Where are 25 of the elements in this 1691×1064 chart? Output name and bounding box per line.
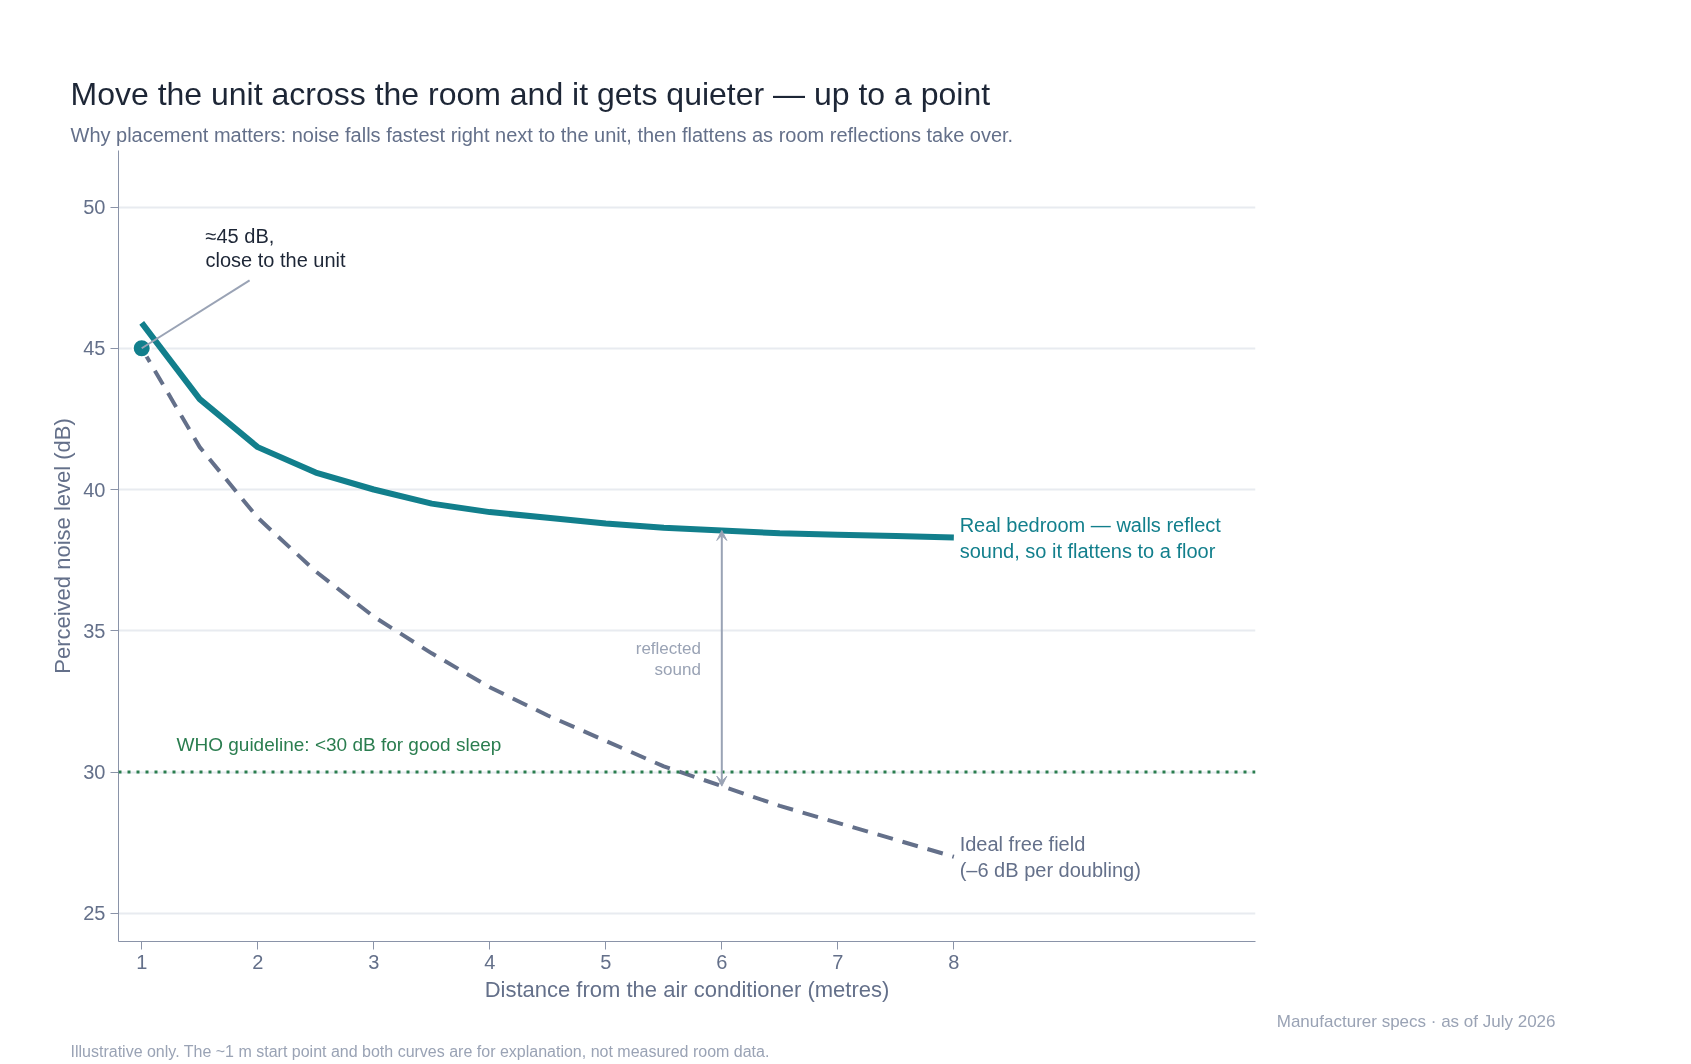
- x-tick-label: 5: [600, 950, 612, 973]
- x-tick-label: 2: [252, 950, 264, 973]
- x-axis-title: Distance from the air conditioner (metres): [484, 976, 890, 1002]
- x-tick-label: 8: [948, 950, 960, 973]
- chart-subtitle: Why placement matters: noise falls fastest right next to the unit, then flattens as room reflections take over.: [70, 123, 1014, 146]
- annotation: ≈45 dB, close to the unit: [205, 224, 347, 271]
- y-tick-label: 35: [83, 619, 106, 642]
- y-tick-label: 40: [83, 478, 106, 501]
- x-tick-label: 7: [832, 950, 844, 973]
- x-tick-label: 3: [368, 950, 380, 973]
- x-tick-label: 1: [136, 950, 148, 973]
- chart-title: Move the unit across the room and it gets quieter — up to a point: [70, 75, 991, 112]
- x-tick-label: 4: [484, 950, 496, 973]
- annotation: reflected sound: [635, 638, 701, 679]
- series-label: Ideal free field (–6 dB per doubling): [959, 832, 1141, 881]
- y-tick-label: 50: [83, 196, 106, 218]
- ref-line-label: WHO guideline: <30 dB for good sleep: [176, 734, 502, 756]
- text: Manufacturer specs · as of July 2026: [1276, 1011, 1556, 1031]
- y-tick-label: 25: [83, 902, 106, 925]
- y-axis-title: Perceived noise level (dB): [50, 418, 76, 674]
- x-tick-label: 6: [716, 950, 728, 973]
- y-tick-label: 45: [83, 337, 106, 360]
- y-tick-label: 30: [83, 761, 106, 783]
- series-label: Real bedroom — walls reflect sound, so it flattens to a floor: [959, 513, 1222, 562]
- text: Illustrative only. The ~1 m start point and both curves are for explanation, not measured room data.: [70, 1042, 770, 1060]
